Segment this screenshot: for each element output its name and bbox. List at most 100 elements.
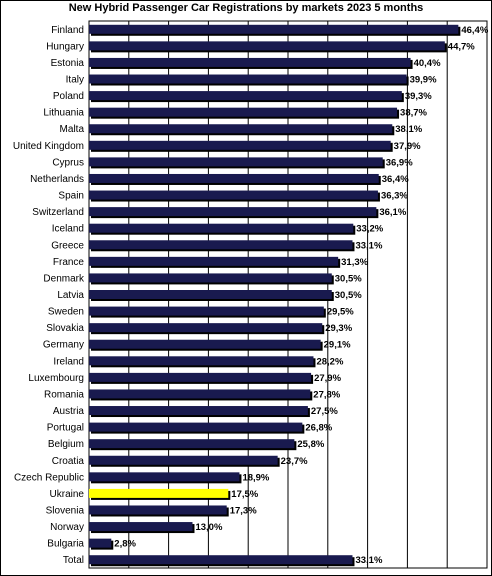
bar	[89, 207, 377, 217]
category-label: Total	[63, 555, 84, 566]
data-label: 38,7%	[400, 108, 427, 119]
data-label: 31,3%	[341, 257, 368, 268]
bar	[89, 74, 407, 84]
data-label: 36,1%	[379, 207, 406, 218]
category-label: Finland	[51, 25, 84, 36]
bar	[89, 57, 411, 67]
bar	[89, 306, 324, 316]
data-label: 33,2%	[356, 224, 383, 235]
chart-title: New Hybrid Passenger Car Registrations b…	[68, 2, 424, 14]
data-label: 26,8%	[305, 423, 332, 434]
data-label: 44,7%	[448, 41, 475, 52]
data-label: 13,0%	[195, 522, 222, 533]
category-label: Slovenia	[46, 505, 85, 516]
category-label: France	[53, 257, 85, 268]
category-label: Sweden	[48, 307, 84, 318]
category-label: Iceland	[52, 224, 84, 235]
bar	[89, 406, 308, 416]
bar	[89, 339, 321, 349]
bar	[89, 290, 332, 299]
bar	[89, 107, 398, 117]
bar	[89, 173, 379, 183]
data-label: 17,5%	[231, 489, 258, 500]
data-label: 39,9%	[410, 75, 437, 86]
category-label: Hungary	[46, 41, 84, 52]
bar	[89, 555, 353, 565]
data-label: 33,1%	[355, 555, 382, 566]
bar	[89, 124, 393, 134]
data-label: 37,9%	[394, 141, 421, 152]
category-label: Cyprus	[52, 157, 84, 168]
category-label: Netherlands	[30, 174, 84, 185]
bar	[89, 455, 278, 465]
category-label: Estonia	[51, 58, 85, 69]
data-label: 36,9%	[386, 157, 413, 168]
data-label: 28,2%	[316, 356, 343, 367]
data-label: 36,3%	[381, 191, 408, 202]
category-label: United Kingdom	[13, 141, 84, 152]
bar	[89, 389, 311, 399]
data-label: 36,4%	[382, 174, 409, 185]
bar	[89, 505, 227, 515]
category-label: Norway	[50, 522, 84, 533]
data-label: 27,9%	[314, 373, 341, 384]
category-label: Italy	[66, 75, 84, 86]
category-label: Malta	[60, 124, 85, 135]
bar	[89, 256, 339, 266]
data-label: 29,1%	[324, 340, 351, 351]
data-label: 27,5%	[311, 406, 338, 417]
data-label: 2,8%	[114, 539, 136, 550]
bar	[89, 91, 402, 101]
category-label: Czech Republic	[14, 472, 84, 483]
bar	[89, 140, 391, 150]
data-label: 17,3%	[230, 505, 257, 516]
category-label: Latvia	[57, 290, 84, 301]
category-label: Austria	[53, 406, 85, 417]
bar	[89, 522, 193, 532]
category-label: Slovakia	[46, 323, 84, 334]
data-label: 33,1%	[355, 240, 382, 251]
category-label: Germany	[43, 340, 84, 351]
data-label: 29,3%	[325, 323, 352, 334]
data-label: 30,5%	[335, 273, 362, 284]
data-label: 40,4%	[414, 58, 441, 69]
bar	[89, 273, 332, 283]
bar	[89, 240, 353, 250]
bar	[89, 356, 314, 366]
category-label: Croatia	[52, 456, 85, 467]
bar	[89, 24, 459, 34]
data-label: 38,1%	[395, 124, 422, 135]
category-label: Poland	[53, 91, 84, 102]
bar	[89, 323, 323, 333]
data-label: 25,8%	[297, 439, 324, 450]
category-label: Greece	[51, 240, 84, 251]
data-label: 23,7%	[281, 456, 308, 467]
bar	[89, 157, 383, 167]
bar	[89, 372, 312, 382]
data-label: 18,9%	[242, 472, 269, 483]
category-label: Luxembourg	[28, 373, 84, 384]
category-label: Spain	[58, 191, 84, 202]
category-label: Lithuania	[43, 108, 84, 119]
bar	[89, 439, 295, 449]
bar	[89, 223, 354, 233]
category-label: Romania	[44, 389, 84, 400]
bar	[89, 422, 303, 432]
bar	[89, 538, 112, 548]
bar	[89, 488, 229, 498]
category-label: Portugal	[47, 423, 84, 434]
category-label: Bulgaria	[47, 539, 84, 550]
category-label: Ukraine	[50, 489, 85, 500]
data-label: 27,8%	[313, 389, 340, 400]
category-label: Ireland	[53, 356, 84, 367]
bar	[89, 190, 378, 200]
category-label: Belgium	[48, 439, 84, 450]
data-label: 29,5%	[327, 307, 354, 318]
data-label: 39,3%	[405, 91, 432, 102]
bar	[89, 472, 240, 482]
bar	[89, 41, 445, 51]
category-label: Denmark	[43, 273, 85, 284]
data-label: 46,4%	[461, 25, 488, 36]
data-label: 30,5%	[335, 290, 362, 301]
